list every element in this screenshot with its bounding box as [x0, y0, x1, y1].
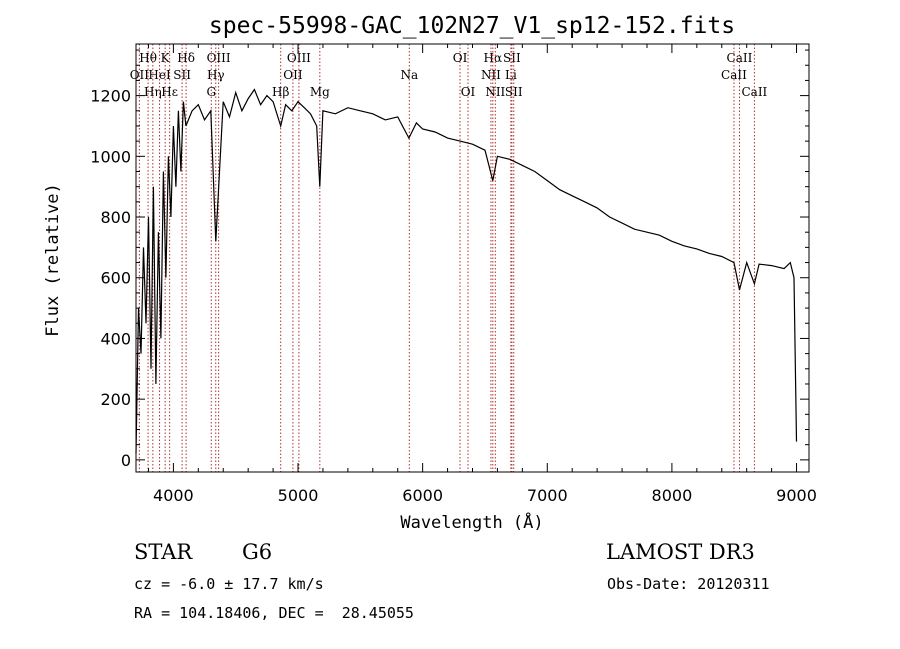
line-marker-label: K — [161, 51, 171, 65]
line-marker-label: OIII — [207, 51, 231, 65]
y-tick-label: 600 — [100, 269, 131, 288]
x-tick-label: 6000 — [402, 486, 443, 505]
line-marker-label: Hη — [144, 85, 162, 99]
y-tick-label: 0 — [121, 451, 131, 470]
x-tick-label: 4000 — [153, 486, 194, 505]
line-marker-label: Hε — [161, 85, 178, 99]
line-marker-label: Mg — [310, 85, 330, 99]
line-marker-label: CaII — [727, 51, 753, 65]
line-marker-label: OI — [461, 85, 476, 99]
x-tick-label: 8000 — [652, 486, 693, 505]
x-axis: 4000 5000 6000 7000 8000 9000 — [147, 44, 817, 505]
line-marker-label: SII — [505, 85, 523, 99]
line-marker-label: HeI — [148, 68, 171, 82]
line-marker-label: OI — [453, 51, 468, 65]
line-markers: Hθ OII Hη K HeI Hε Hδ SII OIII Hγ G OIII OII Hβ Mg Na OI… — [130, 44, 768, 472]
line-marker-label: Hα — [484, 51, 503, 65]
chart-title: spec-55998-GAC_102N27_V1_sp12-152.fits — [209, 13, 735, 39]
y-tick-label: 200 — [100, 390, 131, 409]
x-tick-label: 5000 — [278, 486, 319, 505]
line-marker-label: Hθ — [139, 51, 157, 65]
object-subclass: G6 — [242, 540, 273, 564]
line-marker-label: NII — [481, 68, 501, 82]
line-marker-label: OII — [283, 68, 303, 82]
y-tick-label: 400 — [100, 329, 131, 348]
x-tick-label: 9000 — [776, 486, 817, 505]
y-tick-label: 1200 — [90, 87, 131, 106]
y-tick-label: 1000 — [90, 147, 131, 166]
x-axis-label: Wavelength (Å) — [400, 511, 543, 533]
spectrum-series — [135, 88, 798, 454]
observation-date: Obs-Date: 20120311 — [607, 575, 770, 593]
line-marker-label: SII — [503, 51, 521, 65]
line-marker-label: SII — [173, 68, 191, 82]
line-marker-label: Li — [505, 68, 517, 82]
line-marker-label: Hβ — [272, 85, 289, 99]
plot-frame — [135, 43, 810, 473]
line-marker-label: CaII — [721, 68, 747, 82]
coordinates: RA = 104.18406, DEC = 28.45055 — [134, 604, 414, 622]
line-marker-label: Hδ — [177, 51, 195, 65]
y-axis: 0 200 400 600 800 1000 1200 — [90, 49, 809, 470]
line-marker-label: Na — [400, 68, 418, 82]
spectrum-line — [135, 88, 798, 454]
redshift-info: cz = -6.0 ± 17.7 km/s — [134, 575, 324, 593]
survey-name: LAMOST DR3 — [606, 540, 755, 564]
y-axis-label: Flux (relative) — [43, 183, 63, 337]
object-class: STAR — [134, 540, 193, 564]
line-marker-label: G — [206, 85, 216, 99]
line-marker-label: Hγ — [207, 68, 225, 82]
y-tick-label: 800 — [100, 208, 131, 227]
line-marker-label: OIII — [287, 51, 311, 65]
line-marker-label: OII — [130, 68, 150, 82]
x-tick-label: 7000 — [527, 486, 568, 505]
line-marker-label: NII — [485, 85, 505, 99]
line-marker-label: CaII — [741, 85, 767, 99]
